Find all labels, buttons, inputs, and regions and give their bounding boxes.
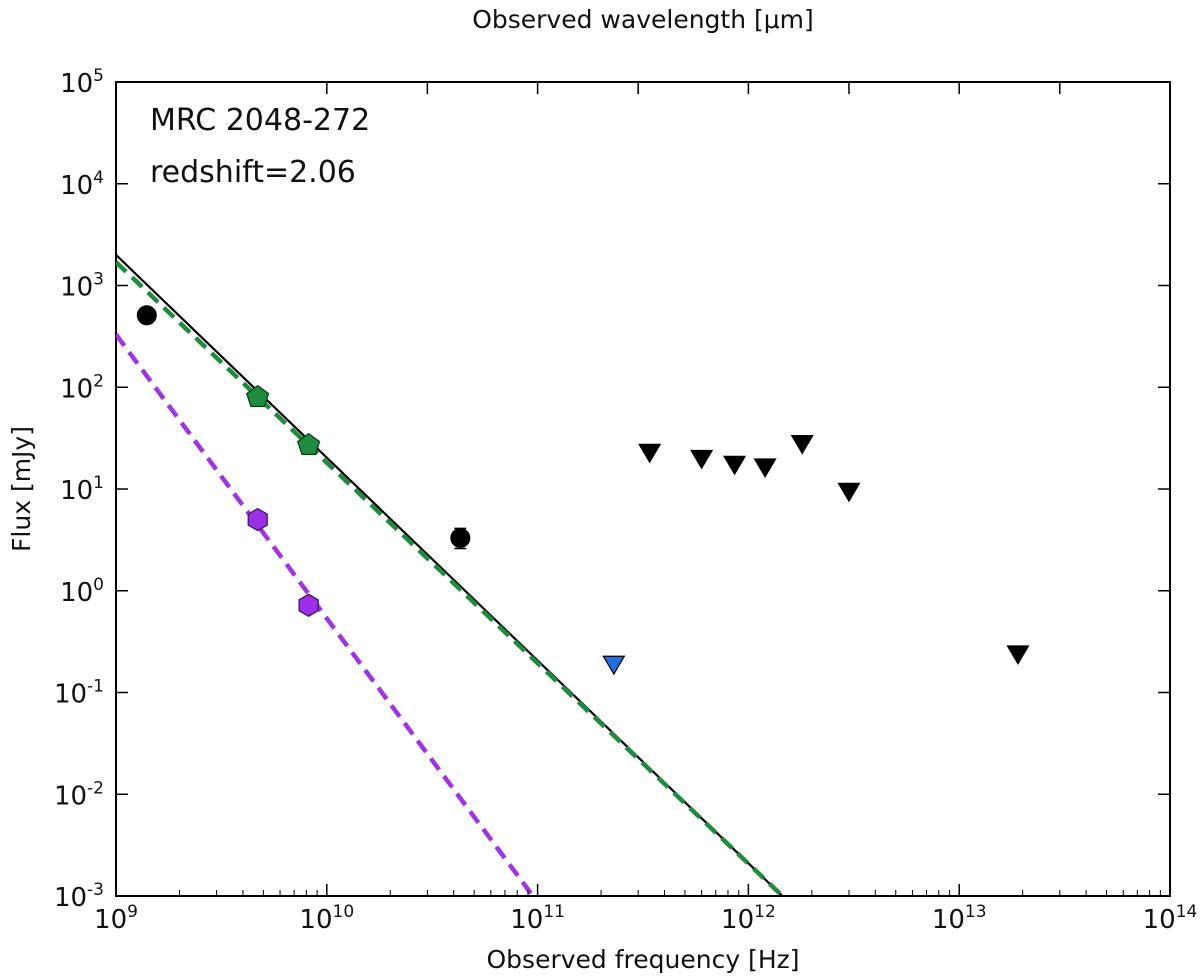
y-tick-label-base: 10 xyxy=(60,171,93,201)
marker-upper-limits-1 xyxy=(690,449,714,470)
x-tick-label: 1014 xyxy=(1143,902,1198,935)
x-tick-label-base: 10 xyxy=(510,905,543,935)
x-tick-label-base: 10 xyxy=(94,905,127,935)
x-tick-label: 1013 xyxy=(932,902,987,935)
x-tick-label-exponent: 11 xyxy=(543,902,565,922)
marker-sync-1-data-1 xyxy=(296,432,321,455)
axis-ticks: 109 1010 1011 1012 1013 101410-310-210-110010… xyxy=(54,66,1197,935)
source-name-annotation: MRC 2048-272 xyxy=(150,103,370,138)
marker-sync-2-data-0 xyxy=(247,507,268,532)
y-tick-label-base: 10 xyxy=(60,69,93,99)
line-sync-1 xyxy=(116,260,784,896)
x-tick-label: 1012 xyxy=(721,902,776,935)
y-axis-title: Flux [mJy] xyxy=(7,426,36,552)
y-tick-label-base: 10 xyxy=(54,883,87,913)
fit-lines xyxy=(116,254,784,896)
x-tick-label-base: 10 xyxy=(1143,905,1176,935)
x-tick-label-base: 10 xyxy=(299,905,332,935)
top-axis-title: Observed wavelength [μm] xyxy=(472,5,814,34)
x-tick-label-exponent: 14 xyxy=(1176,902,1198,922)
x-tick-label-exponent: 10 xyxy=(333,902,355,922)
x-tick-label-base: 10 xyxy=(721,905,754,935)
x-tick-label: 109 xyxy=(94,902,138,935)
y-tick-label: 105 xyxy=(60,66,104,99)
y-tick-label-base: 10 xyxy=(60,578,93,608)
y-tick-label-base: 10 xyxy=(60,273,93,303)
y-tick-label: 10-3 xyxy=(54,880,104,913)
y-tick-label-exponent: 5 xyxy=(93,66,104,86)
x-tick-label-exponent: 12 xyxy=(754,902,776,922)
y-tick-label: 101 xyxy=(60,473,104,506)
y-tick-label-base: 10 xyxy=(54,781,87,811)
y-tick-label: 103 xyxy=(60,270,104,303)
x-axis-title: Observed frequency [Hz] xyxy=(487,945,800,974)
marker-detections-1 xyxy=(450,527,471,548)
y-tick-label-exponent: -3 xyxy=(87,880,104,900)
marker-upper-limits-6 xyxy=(1006,645,1030,665)
y-tick-label: 102 xyxy=(60,371,104,404)
marker-upper-limits-2 xyxy=(723,455,747,476)
marker-detections-0 xyxy=(136,305,157,326)
marker-sync-1-data-0 xyxy=(245,384,270,407)
marker-upper-limits-3 xyxy=(753,458,777,479)
y-tick-label: 10-2 xyxy=(54,778,104,811)
x-tick-label-exponent: 9 xyxy=(127,902,138,922)
line-total-fit xyxy=(116,254,784,896)
plot-frame xyxy=(115,81,1171,897)
x-tick-label: 1011 xyxy=(510,902,565,935)
y-tick-label-exponent: 2 xyxy=(93,371,104,391)
marker-upper-limit-blue-0 xyxy=(602,655,626,676)
y-tick-label-exponent: -2 xyxy=(87,778,104,798)
line-sync-2 xyxy=(116,333,535,896)
x-tick-label: 1010 xyxy=(299,902,354,935)
y-tick-label: 104 xyxy=(60,168,104,201)
x-tick-label-exponent: 13 xyxy=(965,902,987,922)
redshift-annotation: redshift=2.06 xyxy=(150,155,356,190)
y-tick-label: 100 xyxy=(60,575,104,608)
y-tick-label-base: 10 xyxy=(54,680,87,710)
y-tick-label-exponent: 4 xyxy=(93,168,104,188)
y-tick-label-base: 10 xyxy=(60,476,93,506)
y-tick-label-exponent: 0 xyxy=(93,575,104,595)
marker-upper-limits-4 xyxy=(790,435,814,455)
y-tick-label: 10-1 xyxy=(54,677,104,710)
y-tick-label-exponent: 3 xyxy=(93,270,104,290)
y-tick-label-exponent: 1 xyxy=(93,473,104,493)
data-markers xyxy=(136,305,1030,676)
marker-upper-limits-5 xyxy=(837,482,861,503)
y-tick-label-base: 10 xyxy=(60,374,93,404)
marker-upper-limits-0 xyxy=(638,443,662,464)
x-tick-label-base: 10 xyxy=(932,905,965,935)
marker-sync-2-data-1 xyxy=(298,593,319,617)
y-tick-label-exponent: -1 xyxy=(87,677,104,697)
